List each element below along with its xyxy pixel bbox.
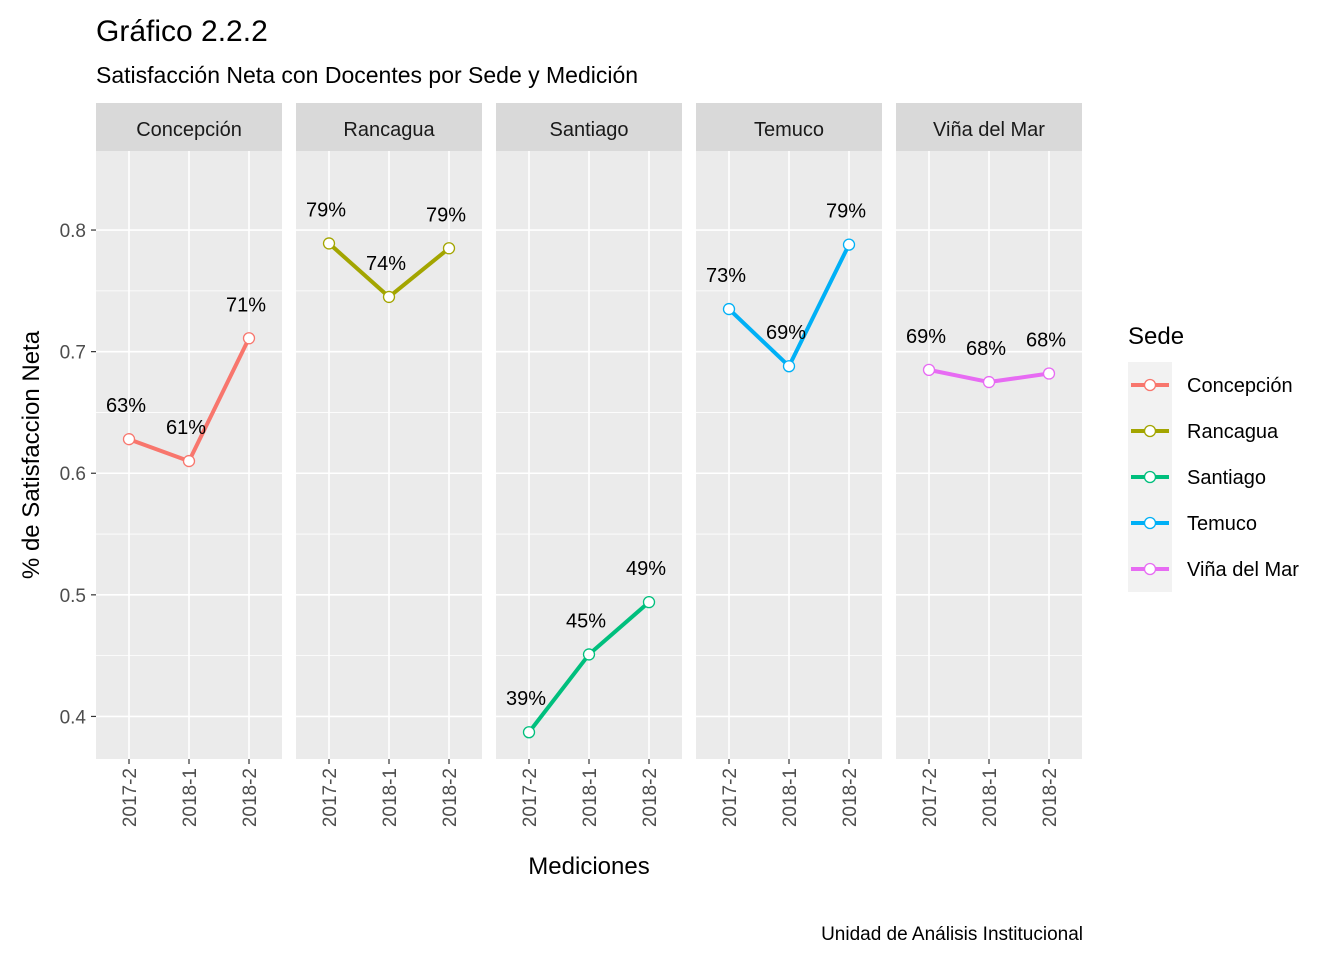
x-tick-label: 2017-2 — [920, 768, 941, 827]
data-point — [922, 363, 936, 377]
data-point — [322, 237, 336, 250]
x-tick-label: 2017-2 — [520, 768, 541, 827]
x-tick-label: 2018-1 — [980, 768, 1001, 827]
facet-panel: Rancagua 79% 74% 79% 2017-2 2018-1 2018-2 — [296, 103, 482, 827]
facet-strip — [96, 103, 282, 151]
legend-point — [1143, 516, 1157, 530]
data-label: 49% — [626, 558, 666, 580]
x-tick-label: 2017-2 — [320, 768, 341, 827]
data-point — [642, 595, 656, 609]
legend-title: Sede — [1128, 323, 1184, 350]
legend-label: Concepción — [1187, 375, 1293, 397]
data-point — [442, 242, 456, 255]
data-label: 68% — [1026, 330, 1066, 352]
y-tick-label: 0.4 — [60, 707, 87, 728]
data-point — [582, 648, 596, 661]
data-point — [722, 302, 736, 316]
facet-strip-label: Concepción — [136, 119, 242, 141]
data-label: 71% — [226, 294, 266, 316]
data-label: 61% — [166, 417, 206, 439]
chart-caption: Unidad de Análisis Institucional — [821, 924, 1083, 945]
data-label: 68% — [966, 338, 1006, 360]
data-point — [782, 360, 796, 373]
data-label: 39% — [506, 688, 546, 710]
legend-point — [1143, 470, 1157, 484]
x-tick-label: 2018-2 — [640, 768, 661, 827]
data-point — [1042, 367, 1056, 380]
data-point — [182, 454, 196, 468]
facet-strip-label: Temuco — [754, 119, 824, 141]
data-point — [842, 238, 856, 251]
legend-label: Viña del Mar — [1187, 559, 1299, 581]
x-tick-label: 2018-2 — [1040, 768, 1061, 827]
x-tick-label: 2017-2 — [120, 768, 141, 827]
legend: Sede Concepción Rancagua Santiago Temuco Viñ… — [1128, 323, 1299, 592]
x-tick-label: 2018-2 — [240, 768, 261, 827]
y-tick-label: 0.6 — [60, 464, 86, 485]
x-tick-label: 2018-1 — [380, 768, 401, 827]
x-tick-label: 2018-1 — [180, 768, 201, 827]
data-point — [242, 332, 256, 345]
y-tick-label: 0.5 — [60, 586, 86, 607]
facet-panel: Viña del Mar 69% 68% 68% 2017-2 2018-1 2018-2 — [896, 103, 1082, 827]
data-label: 45% — [566, 610, 606, 632]
facet-strip-label: Santiago — [550, 119, 629, 141]
x-tick-label: 2018-1 — [780, 768, 801, 827]
facet-strip — [696, 103, 882, 151]
data-label: 79% — [426, 204, 466, 226]
data-point — [122, 433, 136, 446]
x-axis-title: Mediciones — [528, 853, 649, 880]
data-label: 79% — [826, 201, 866, 223]
data-point — [382, 290, 396, 304]
chart-title: Gráfico 2.2.2 — [96, 15, 268, 48]
facet-panel: Temuco 73% 69% 79% 2017-2 2018-1 2018-2 — [696, 103, 882, 827]
x-tick-label: 2017-2 — [720, 768, 741, 827]
legend-item: Rancagua — [1128, 408, 1279, 454]
facet-panel: Santiago 39% 45% 49% 2017-2 2018-1 2018-2 — [496, 103, 682, 827]
legend-label: Rancagua — [1187, 421, 1279, 443]
facet-strip — [496, 103, 682, 151]
y-axis-title: % de Satisfaccion Neta — [18, 330, 45, 579]
data-label: 69% — [906, 326, 946, 348]
data-label: 69% — [766, 322, 806, 344]
y-tick-label: 0.8 — [60, 221, 86, 242]
x-tick-label: 2018-2 — [840, 768, 861, 827]
data-point — [522, 726, 536, 739]
data-label: 79% — [306, 199, 346, 221]
legend-point — [1143, 424, 1157, 438]
facet-strip — [296, 103, 482, 151]
legend-item: Santiago — [1128, 454, 1266, 500]
legend-label: Santiago — [1187, 467, 1266, 489]
y-tick-label: 0.7 — [60, 343, 86, 364]
data-label: 74% — [366, 253, 406, 275]
legend-label: Temuco — [1187, 513, 1257, 535]
facet-strip — [896, 103, 1082, 151]
legend-item: Temuco — [1128, 500, 1257, 546]
y-axis: 0.4 0.5 0.6 0.7 0.8 — [60, 221, 96, 728]
facet-strip-label: Viña del Mar — [933, 119, 1045, 141]
data-label: 73% — [706, 265, 746, 287]
legend-point — [1143, 562, 1157, 576]
facet-strip-label: Rancagua — [343, 119, 435, 141]
x-tick-label: 2018-2 — [440, 768, 461, 827]
legend-item: Concepción — [1128, 362, 1293, 408]
legend-point — [1143, 378, 1157, 392]
legend-item: Viña del Mar — [1128, 546, 1299, 592]
x-tick-label: 2018-1 — [580, 768, 601, 827]
data-label: 63% — [106, 395, 146, 417]
data-point — [982, 375, 996, 389]
facet-panel: Concepción 63% 61% 71% 2017-2 2018-1 2018-2 — [96, 103, 282, 827]
chart-subtitle: Satisfacción Neta con Docentes por Sede … — [96, 62, 638, 88]
